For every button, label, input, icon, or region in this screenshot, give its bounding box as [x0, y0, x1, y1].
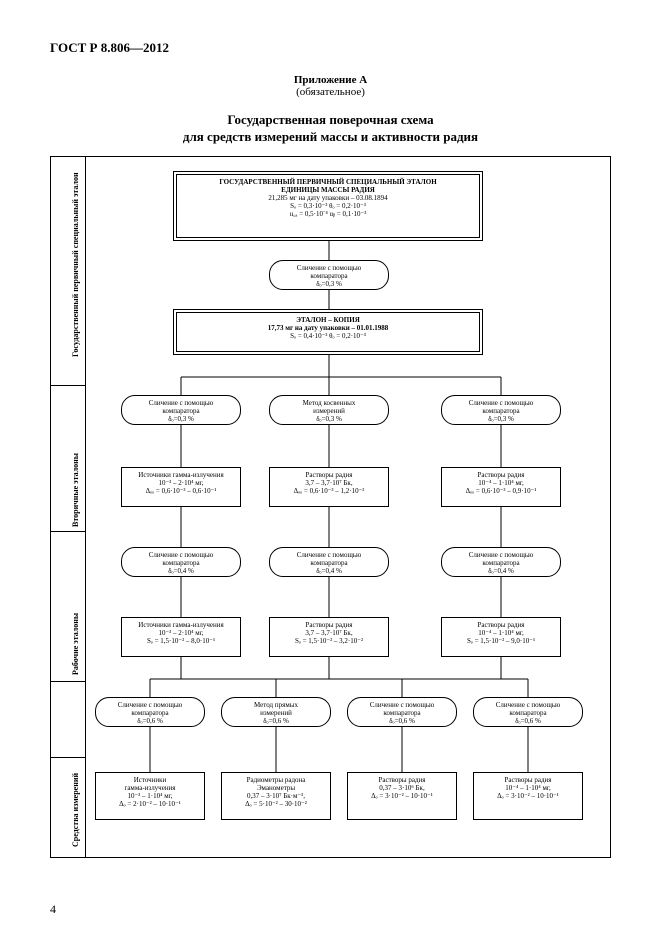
section-gutter-line [85, 157, 86, 857]
diagram-node-n5: Метод косвенныхизмеренийδₒ=0,3 % [269, 395, 389, 425]
diagram-node-n10: Сличение с помощьюкомпаратораδₒ=0,4 % [121, 547, 241, 577]
appendix-label: Приложение А [50, 74, 611, 86]
section-divider [51, 385, 85, 386]
diagram-node-n21: Радиометры радонаЭманометры0,37 – 3·10⁷ … [221, 772, 331, 820]
section-divider [51, 757, 85, 758]
section-label: Средства измерений [71, 773, 80, 847]
section-label: Государственный первичный специальный эт… [71, 172, 80, 357]
diagram-node-n20: Источникигамма-излучения10⁻³ – 1·10⁴ мг,… [95, 772, 205, 820]
page-number: 4 [50, 902, 56, 917]
diagram-node-n13: Источники гамма-излучения10⁻³ – 2·10⁴ мг… [121, 617, 241, 657]
diagram-node-n22: Растворы радия0,37 – 3·10⁶ Бк,Δₒ = 3·10⁻… [347, 772, 457, 820]
diagram-node-n7: Источники гамма-излучения10⁻³ – 2·10⁴ мг… [121, 467, 241, 507]
section-label: Вторичные эталоны [71, 453, 80, 527]
appendix-kind: (обязательное) [50, 86, 611, 98]
diagram-node-n23: Растворы радия10⁻⁴ – 1·10⁴ мг,Δₒ = 3·10⁻… [473, 772, 583, 820]
diagram-node-n16: Сличение с помощьюкомпаратораδₒ=0,6 % [95, 697, 205, 727]
section-divider [51, 531, 85, 532]
diagram-node-n17: Метод прямыхизмеренийδₒ=0,6 % [221, 697, 331, 727]
diagram-node-n4: Сличение с помощьюкомпаратораδₒ=0,3 % [121, 395, 241, 425]
diagram-node-n2: Сличение с помощьюкомпаратораδₒ=0,3 % [269, 260, 389, 290]
diagram-node-n19: Сличение с помощьюкомпаратораδₒ=0,6 % [473, 697, 583, 727]
diagram-node-n8: Растворы радия3,7 – 3,7·10⁷ Бк,Δₒₒ = 0,6… [269, 467, 389, 507]
diagram-node-n9: Растворы радия10⁻⁴ – 1·10⁴ мг,Δₒₒ = 0,6·… [441, 467, 561, 507]
diagram-node-n1: ГОСУДАРСТВЕННЫЙ ПЕРВИЧНЫЙ СПЕЦИАЛЬНЫЙ ЭТ… [173, 171, 483, 241]
title-line-2: для средств измерений массы и активности… [183, 129, 478, 144]
doc-id: ГОСТ Р 8.806—2012 [50, 40, 611, 56]
page: ГОСТ Р 8.806—2012 Приложение А (обязател… [0, 0, 661, 935]
diagram-node-n18: Сличение с помощьюкомпаратораδₒ=0,6 % [347, 697, 457, 727]
diagram-node-n12: Сличение с помощьюкомпаратораδₒ=0,4 % [441, 547, 561, 577]
diagram-node-n14: Растворы радия3,7 – 3,7·10⁷ Бк,Sₒ = 1,5·… [269, 617, 389, 657]
diagram-node-n6: Сличение с помощьюкомпаратораδₒ=0,3 % [441, 395, 561, 425]
section-label: Рабочие эталоны [71, 613, 80, 675]
diagram-node-n11: Сличение с помощьюкомпаратораδₒ=0,4 % [269, 547, 389, 577]
diagram-node-n3: ЭТАЛОН – КОПИЯ17,73 мг на дату упаковки … [173, 309, 483, 355]
diagram: Государственный первичный специальный эт… [50, 156, 611, 858]
title-line-1: Государственная поверочная схема [227, 112, 433, 127]
section-divider [51, 681, 85, 682]
diagram-title: Государственная поверочная схема для сре… [50, 112, 611, 146]
diagram-node-n15: Растворы радия10⁻⁴ – 1·10⁴ мг,Sₒ = 1,5·1… [441, 617, 561, 657]
